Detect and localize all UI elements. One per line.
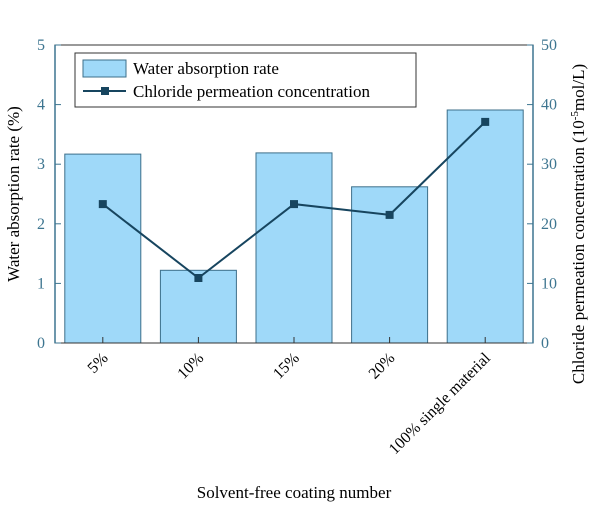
- y-right-tick-label: 20: [541, 216, 557, 233]
- line-marker-4: [385, 210, 394, 219]
- x-tick-label: 5%: [85, 350, 112, 377]
- bar-4: [351, 186, 429, 344]
- y-right-tick-label: 40: [541, 97, 557, 114]
- x-axis-title: Solvent-free coating number: [197, 483, 392, 502]
- y-left-tick-label: 4: [37, 97, 45, 114]
- x-tick-label: 20%: [366, 350, 399, 383]
- legend-swatch-marker: [101, 87, 109, 95]
- line-marker-1: [98, 200, 107, 209]
- bars-layer: [64, 109, 524, 344]
- y-left-tick-label: 5: [37, 37, 45, 54]
- x-tick-label: 100% single material: [386, 349, 495, 458]
- line-marker-3: [290, 200, 298, 209]
- y-axis-left-title: Water absorption rate (%): [4, 106, 23, 282]
- line-marker-5: [481, 117, 490, 126]
- y-axis-right-title-prefix: Chloride permeation concentration (10: [569, 120, 588, 384]
- y-left-tick-label: 2: [37, 216, 45, 233]
- y-axis-right-title-sup: -5: [569, 111, 581, 121]
- legend-box: [74, 52, 417, 108]
- line-layer: [98, 117, 490, 282]
- y-axis-right-title-suffix: mol/L): [569, 64, 588, 111]
- legend-swatch-bar: [82, 59, 127, 78]
- legend-label-line: Chloride permeation concentration: [133, 82, 370, 101]
- line-marker-2: [194, 274, 203, 282]
- y-left-tick-label: 1: [37, 275, 45, 292]
- legend-label-bar: Water absorption rate: [133, 59, 279, 78]
- bar-5: [446, 109, 524, 344]
- y-right-tick-label: 10: [541, 275, 557, 292]
- y-left-tick-label: 3: [37, 156, 45, 173]
- y-axis-right-title: Chloride permeation concentration (10-5m…: [569, 64, 588, 384]
- bar-2: [159, 269, 237, 344]
- y-right-tick-label: 30: [541, 156, 557, 173]
- x-tick-label: 10%: [174, 350, 207, 383]
- y-right-tick-label: 50: [541, 37, 557, 54]
- bar-1: [64, 153, 142, 344]
- y-right-tick-label: 0: [541, 335, 549, 352]
- x-tick-label: 15%: [270, 350, 303, 383]
- bar-3: [255, 152, 333, 344]
- y-left-tick-label: 0: [37, 335, 45, 352]
- legend: Water absorption rate Chloride permeatio…: [74, 52, 417, 108]
